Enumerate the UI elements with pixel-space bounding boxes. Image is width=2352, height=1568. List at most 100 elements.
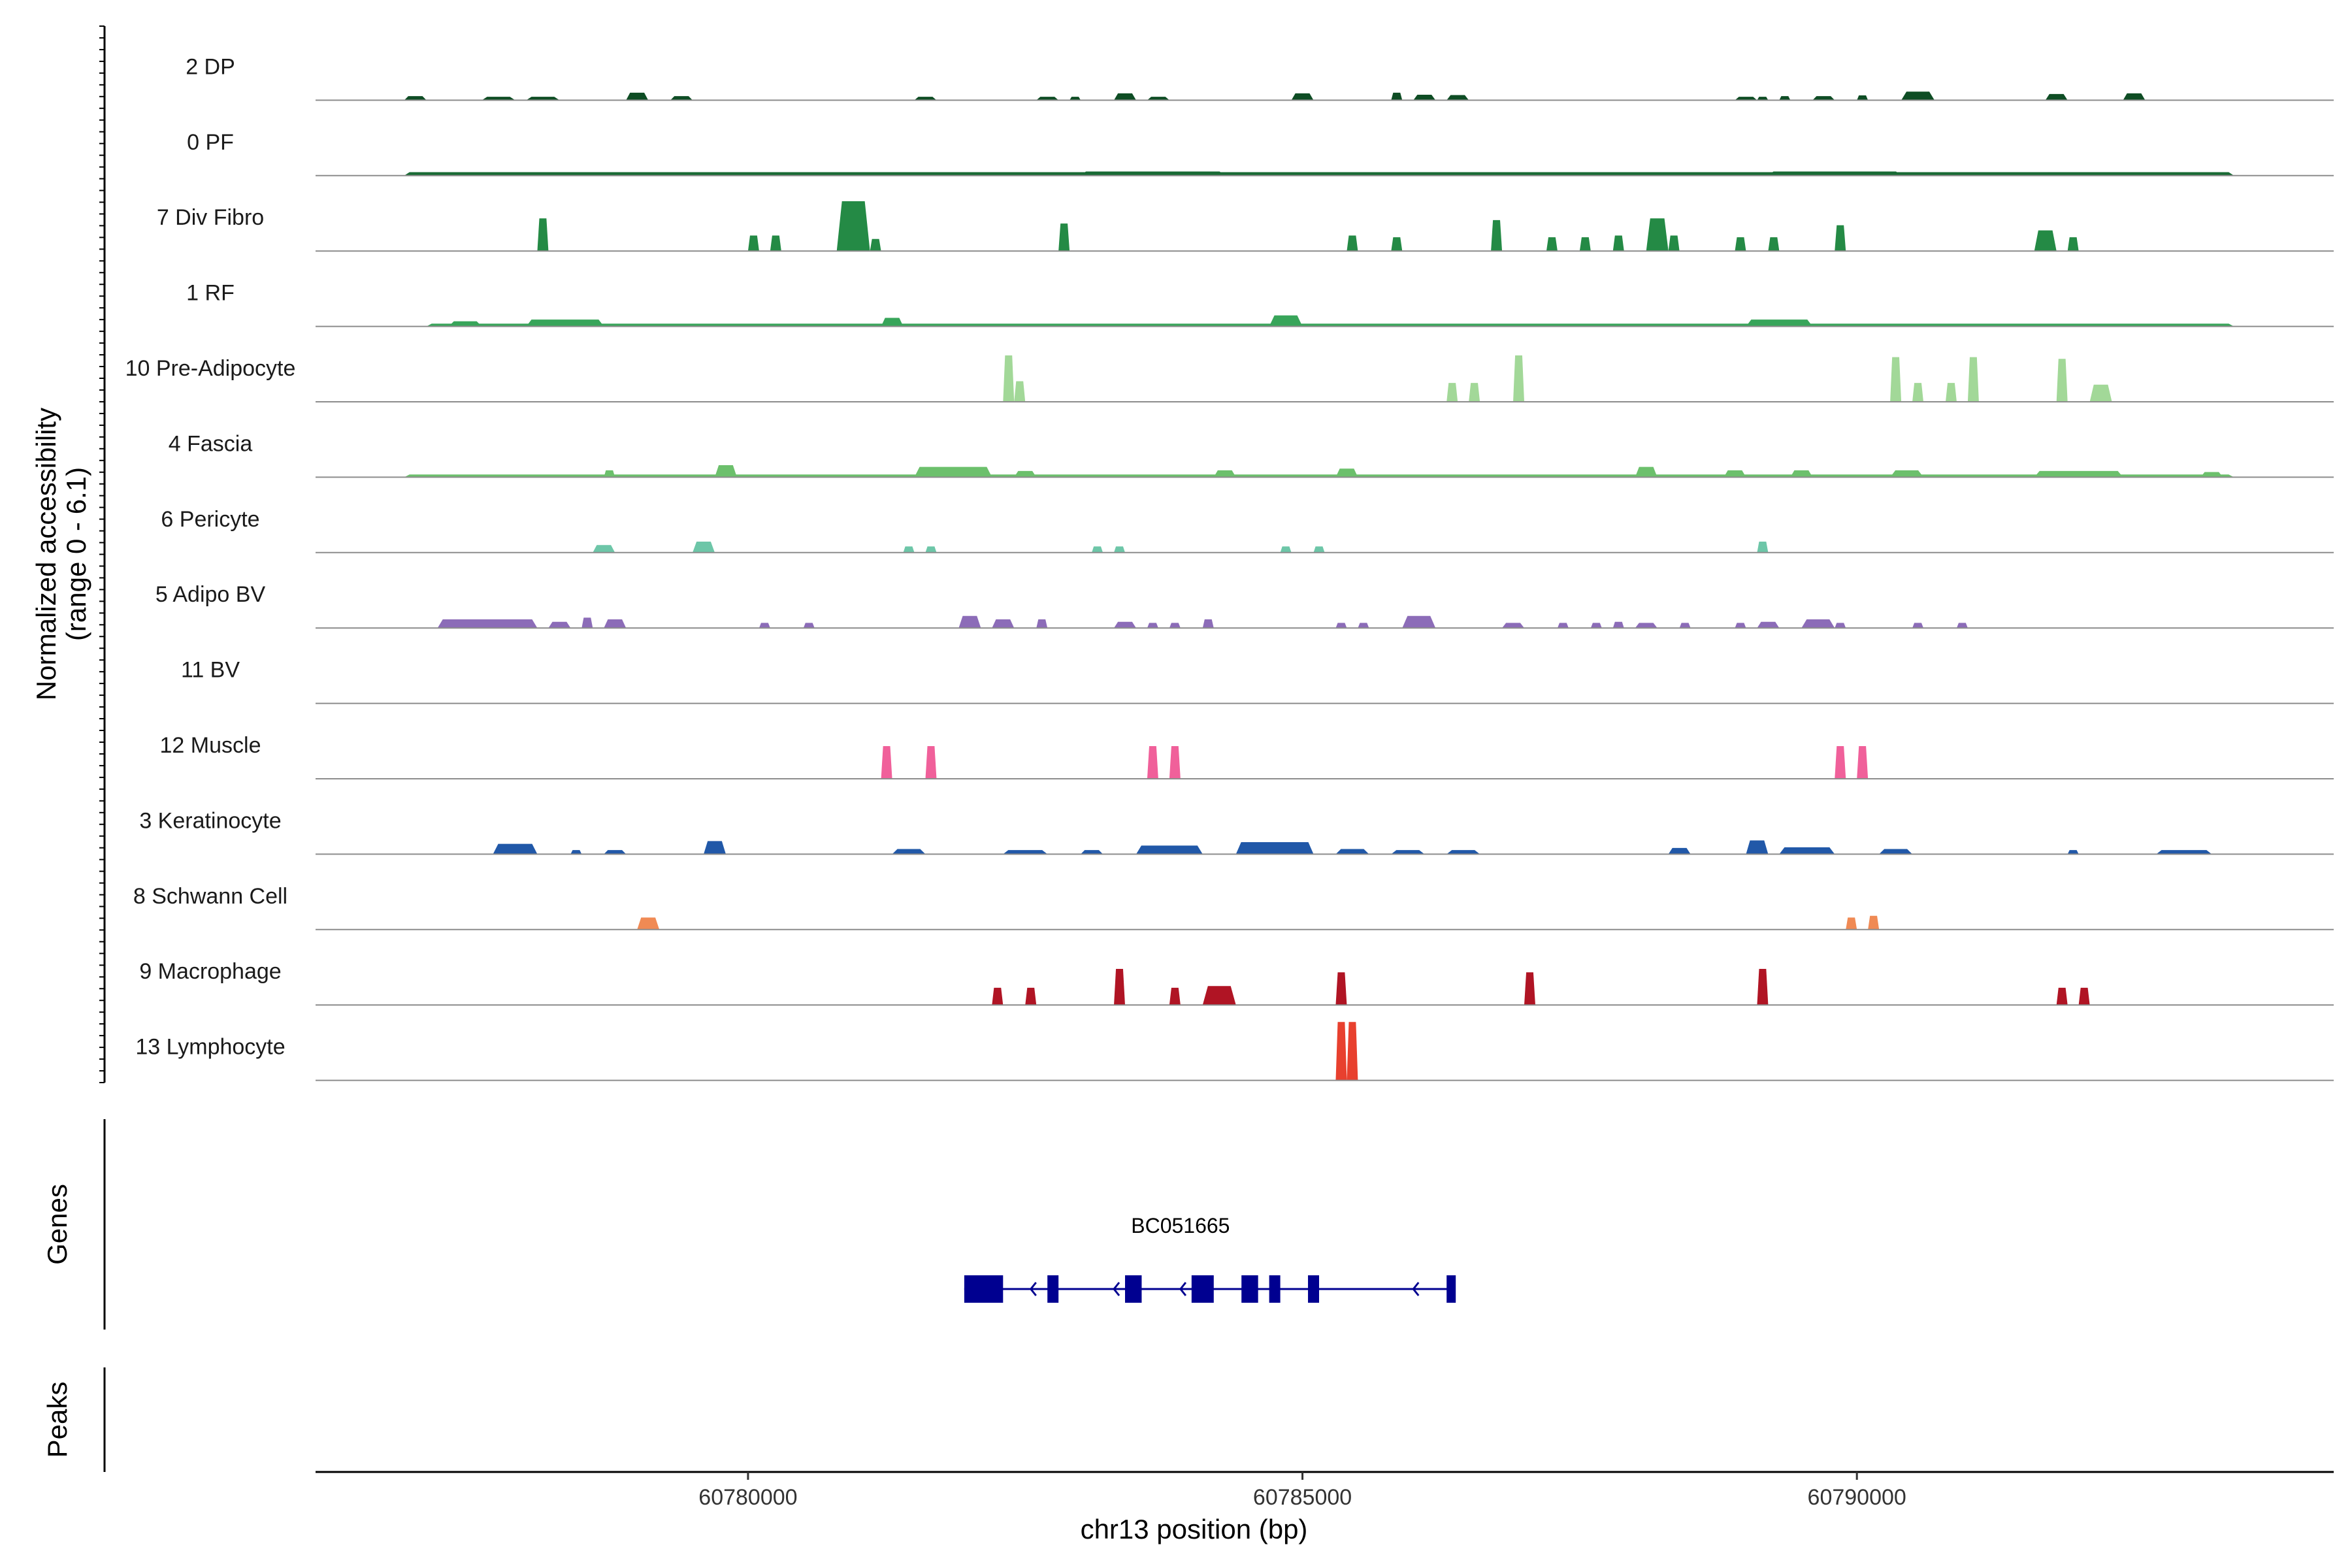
- coverage-peak: [581, 617, 593, 629]
- coverage-peak: [1857, 746, 1869, 779]
- track-label: 11 BV: [181, 658, 240, 683]
- coverage-peak: [1358, 623, 1369, 629]
- coverage-peak: [836, 201, 870, 252]
- coverage-peak: [1147, 746, 1158, 779]
- coverage-peak: [1025, 987, 1037, 1005]
- coverage-peak: [404, 96, 427, 101]
- coverage-peak: [1635, 623, 1658, 629]
- coverage-peak: [1779, 96, 1791, 101]
- coverage-peak: [1446, 95, 1469, 101]
- track-label: 3 Keratinocyte: [139, 808, 281, 833]
- coverage-peak: [1003, 850, 1048, 855]
- coverage-peak: [1092, 546, 1103, 553]
- coverage-peak: [493, 843, 538, 855]
- coverage-peak: [1469, 383, 1480, 402]
- coverage-peak: [448, 321, 482, 327]
- track-2-dp: 2 DP: [186, 54, 2334, 101]
- coverage-peak: [1402, 615, 1436, 629]
- track-8-schwann-cell: 8 Schwann Cell: [133, 884, 2334, 930]
- coverage-peak: [1912, 623, 1924, 629]
- coverage-peak: [548, 621, 571, 629]
- coverage-peak: [1070, 97, 1081, 101]
- peaks-panel: Peaks: [42, 1367, 106, 1472]
- coverage-peak: [2067, 237, 2079, 252]
- coverage-peak: [1967, 357, 1979, 402]
- coverage-peak: [1668, 847, 1691, 855]
- coverage-peak: [958, 615, 981, 629]
- track-label: 2 DP: [186, 54, 235, 79]
- coverage-peak: [1269, 315, 1303, 327]
- track-label: 10 Pre-Adipocyte: [125, 356, 296, 381]
- coverage-peak: [881, 318, 904, 327]
- coverage-peak: [2034, 230, 2057, 252]
- track-6-pericyte: 6 Pericyte: [161, 507, 2334, 553]
- coverage-peak: [1147, 623, 1158, 629]
- track-label: 8 Schwann Cell: [133, 884, 287, 909]
- coverage-peak: [482, 97, 515, 101]
- coverage-peak: [1812, 96, 1835, 101]
- track-label: 9 Macrophage: [139, 959, 281, 984]
- coverage-peak: [1003, 355, 1015, 402]
- coverage-peak: [1502, 623, 1525, 629]
- coverage-peak: [1945, 383, 1957, 402]
- coverage-tracks: 2 DP 0 PF 7 Div Fibro 1 RF 10 Pre-Adipocyte 4…: [125, 54, 2334, 1081]
- coverage-peak: [526, 97, 560, 101]
- coverage-peak: [925, 546, 937, 553]
- strand-arrow: [1113, 1282, 1120, 1296]
- coverage-peak: [1413, 94, 1436, 101]
- track-label: 13 Lymphocyte: [135, 1035, 285, 1060]
- coverage-peak: [1247, 172, 1369, 176]
- coverage-peak: [1335, 1022, 1347, 1081]
- strand-arrow: [1029, 1282, 1037, 1296]
- coverage-peak: [537, 218, 549, 252]
- x-tick-label: 60780000: [698, 1485, 797, 1510]
- coverage-peak: [570, 850, 582, 855]
- coverage-peak: [1768, 171, 1902, 176]
- coverage-peak: [604, 619, 627, 629]
- coverage-peak: [1335, 849, 1369, 855]
- y-axis-title-line: Normalized accessibility: [31, 408, 61, 700]
- gene-exon: [964, 1275, 1004, 1303]
- track-label: 0 PF: [187, 130, 234, 155]
- coverage-peak: [1114, 93, 1136, 101]
- coverage-peak: [1768, 237, 1780, 252]
- x-tick-label: 60790000: [1808, 1485, 1906, 1510]
- coverage-peak: [1491, 220, 1503, 252]
- coverage-peak: [759, 623, 770, 629]
- coverage-peak: [1391, 850, 1425, 855]
- track-10-pre-adipocyte: 10 Pre-Adipocyte: [125, 355, 2334, 402]
- coverage-peak: [2056, 987, 2068, 1005]
- gene-exon: [1191, 1275, 1214, 1303]
- coverage-peak: [1213, 470, 1236, 478]
- coverage-peak: [1879, 849, 1913, 855]
- track-12-muscle: 12 Muscle: [160, 733, 2334, 779]
- coverage-peak: [1868, 915, 1880, 930]
- coverage-peak: [1114, 621, 1136, 629]
- track-3-keratinocyte: 3 Keratinocyte: [139, 808, 2334, 855]
- coverage-peak: [2078, 987, 2090, 1005]
- coverage-peak: [1735, 237, 1746, 252]
- coverage-peak: [1557, 623, 1569, 629]
- coverage-peak: [715, 465, 737, 478]
- coverage-peak: [1081, 171, 1225, 176]
- coverage-peak: [1779, 847, 1835, 855]
- coverage-peak: [1280, 546, 1292, 553]
- coverage-peak: [704, 841, 726, 855]
- coverage-peak: [1846, 917, 1857, 930]
- coverage-peak: [637, 917, 660, 930]
- track-label: 1 RF: [186, 281, 235, 306]
- gene-label: BC051665: [1131, 1214, 1230, 1237]
- coverage-peak: [2089, 384, 2112, 402]
- coverage-peak: [1757, 969, 1769, 1005]
- coverage-peak: [581, 172, 671, 176]
- coverage-peak: [1313, 546, 1325, 553]
- x-axis: 60780000 60785000 60790000: [316, 1471, 2334, 1510]
- coverage-peak: [1347, 235, 1358, 252]
- y-axis-title: Normalized accessibility(range 0 - 6.1): [31, 408, 91, 700]
- coverage-peak: [1890, 470, 1924, 478]
- coverage-peak: [593, 545, 615, 553]
- coverage-peak: [2034, 470, 2123, 478]
- coverage-peak: [604, 470, 615, 478]
- coverage-peak: [1757, 97, 1769, 101]
- coverage-peak: [747, 235, 759, 252]
